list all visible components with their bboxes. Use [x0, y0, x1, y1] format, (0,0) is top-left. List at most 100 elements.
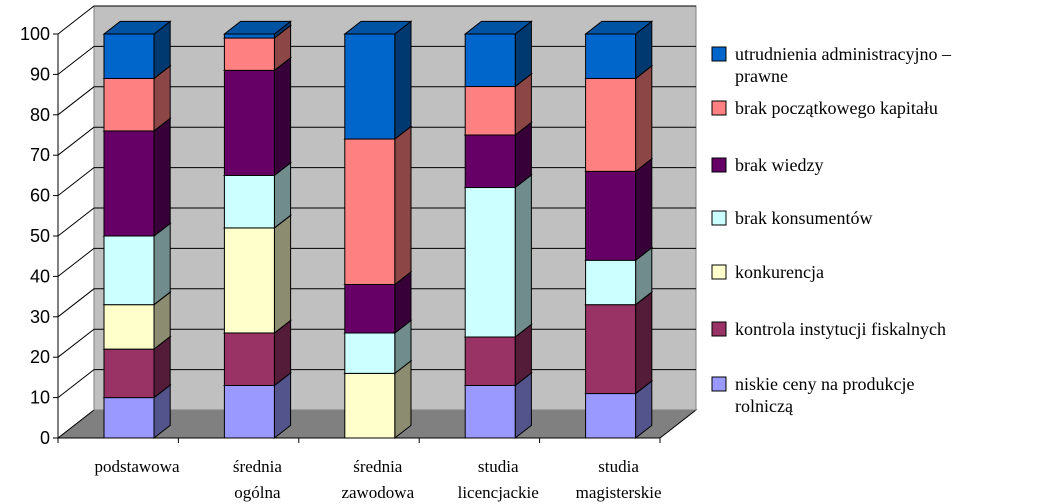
legend-label: prawne	[735, 66, 788, 86]
bar-segment-side	[273, 56, 292, 177]
bar-segment-front	[464, 336, 516, 386]
bar-segment-side	[394, 359, 412, 440]
bar-segment-front	[464, 384, 516, 439]
x-tick-label: podstawowa	[95, 457, 180, 476]
bar-segment-front	[223, 33, 275, 39]
bar-segment	[102, 20, 172, 80]
bar-segment-front	[585, 304, 637, 395]
bar-segment-side	[153, 222, 171, 306]
bar-segment	[102, 117, 172, 238]
bar-segment	[584, 64, 654, 173]
legend-item: brak konsumentów	[711, 208, 872, 228]
x-tick-label: licencjackie	[458, 483, 539, 502]
y-tick-label: 30	[30, 307, 50, 327]
legend-item: utrudnienia administracyjno –prawne	[711, 44, 952, 86]
x-axis-labels: podstawowa średnia ogólna średnia zawodowa st…	[57, 438, 662, 502]
legend-label: konkurencja	[735, 262, 824, 282]
y-tick-label: 40	[30, 266, 50, 286]
bar-stack	[463, 20, 533, 440]
bar-segment-front	[585, 77, 637, 172]
legend-item: konkurencja	[711, 262, 824, 282]
x-tick-label: zawodowa	[341, 483, 414, 502]
legend-swatch	[711, 321, 727, 337]
legend-label: brak wiedzy	[735, 155, 823, 175]
y-tick-label: 100	[20, 24, 50, 44]
bar-segment-front	[585, 393, 637, 439]
legend-label: niskie ceny na produkcje	[735, 374, 914, 394]
bar-segment-front	[585, 170, 637, 261]
bar-segment-front	[103, 77, 155, 132]
legend-label: kontrola instytucji fiskalnych	[735, 319, 946, 339]
bar-segment-front	[344, 372, 396, 439]
x-tick-label: średnia	[353, 457, 403, 476]
bar-segment-side	[514, 173, 532, 339]
bar-segment-side	[635, 291, 653, 395]
y-tick-label: 60	[30, 186, 50, 206]
x-tick-label: ogólna	[234, 483, 281, 502]
bar-segment-front	[223, 37, 275, 71]
bar-segment-side	[394, 125, 412, 286]
bar-segment-front	[103, 130, 155, 237]
bar-segment-front	[103, 348, 155, 399]
legend-swatch	[711, 210, 727, 226]
x-tick-label: studia	[598, 457, 639, 476]
y-tick-label: 90	[30, 64, 50, 84]
bar-segment-front	[223, 227, 275, 334]
bar-segment-front	[103, 235, 155, 306]
bar-segment-front	[344, 283, 396, 334]
bar-segment-side	[394, 20, 412, 141]
bar-segment	[343, 125, 413, 286]
legend-item: kontrola instytucji fiskalnych	[711, 319, 946, 339]
legend-swatch	[711, 100, 727, 116]
bar-segment	[584, 20, 654, 80]
bar-segment-front	[223, 384, 275, 439]
gridline	[57, 5, 696, 35]
legend: utrudnienia administracyjno –prawne brak …	[711, 44, 952, 416]
bar-segment	[463, 173, 533, 339]
bar-segment	[584, 291, 654, 395]
y-tick-label: 50	[30, 226, 50, 246]
legend-swatch	[711, 157, 727, 173]
legend-label: brak początkowego kapitału	[735, 98, 938, 118]
bar-segment	[222, 214, 293, 334]
x-tick-label: średnia	[233, 457, 283, 476]
y-tick-label: 70	[30, 145, 50, 165]
bar-segment-front	[464, 86, 516, 136]
bar-stack	[222, 20, 293, 440]
bars	[102, 20, 654, 440]
bar-segment-front	[103, 304, 155, 350]
y-axis: 0 10 20 30 40 50 60 70 80 90 100	[20, 24, 59, 448]
bar-stack	[102, 20, 172, 440]
bar-stack	[584, 20, 654, 440]
legend-swatch	[711, 376, 727, 392]
x-tick-label: studia	[478, 457, 519, 476]
bar-segment	[222, 56, 293, 177]
bar-segment	[222, 20, 293, 40]
y-tick-label: 80	[30, 105, 50, 125]
bar-segment	[463, 20, 533, 88]
bar-segment-front	[464, 134, 516, 189]
legend-label: rolniczą	[735, 396, 794, 416]
bar-segment-side	[635, 157, 653, 262]
legend-swatch	[711, 46, 727, 62]
bar-segment-front	[344, 33, 396, 140]
bar-segment-front	[223, 332, 275, 386]
bar-segment-front	[103, 33, 155, 79]
bar-stack	[343, 20, 413, 440]
bar-segment-side	[273, 214, 292, 334]
bar-segment-front	[585, 33, 637, 79]
legend-item: brak początkowego kapitału	[711, 98, 938, 118]
legend-label: brak konsumentów	[735, 208, 872, 228]
legend-item: brak wiedzy	[711, 155, 823, 175]
bar-segment-front	[464, 33, 516, 88]
bar-segment-front	[223, 174, 275, 229]
bar-segment	[343, 20, 413, 141]
legend-label: utrudnienia administracyjno –	[735, 44, 952, 64]
bar-segment-front	[103, 397, 155, 439]
y-tick-label: 20	[30, 347, 50, 367]
bar-segment-side	[153, 117, 171, 238]
bar-segment-front	[344, 332, 396, 374]
bar-segment-front	[344, 138, 396, 285]
